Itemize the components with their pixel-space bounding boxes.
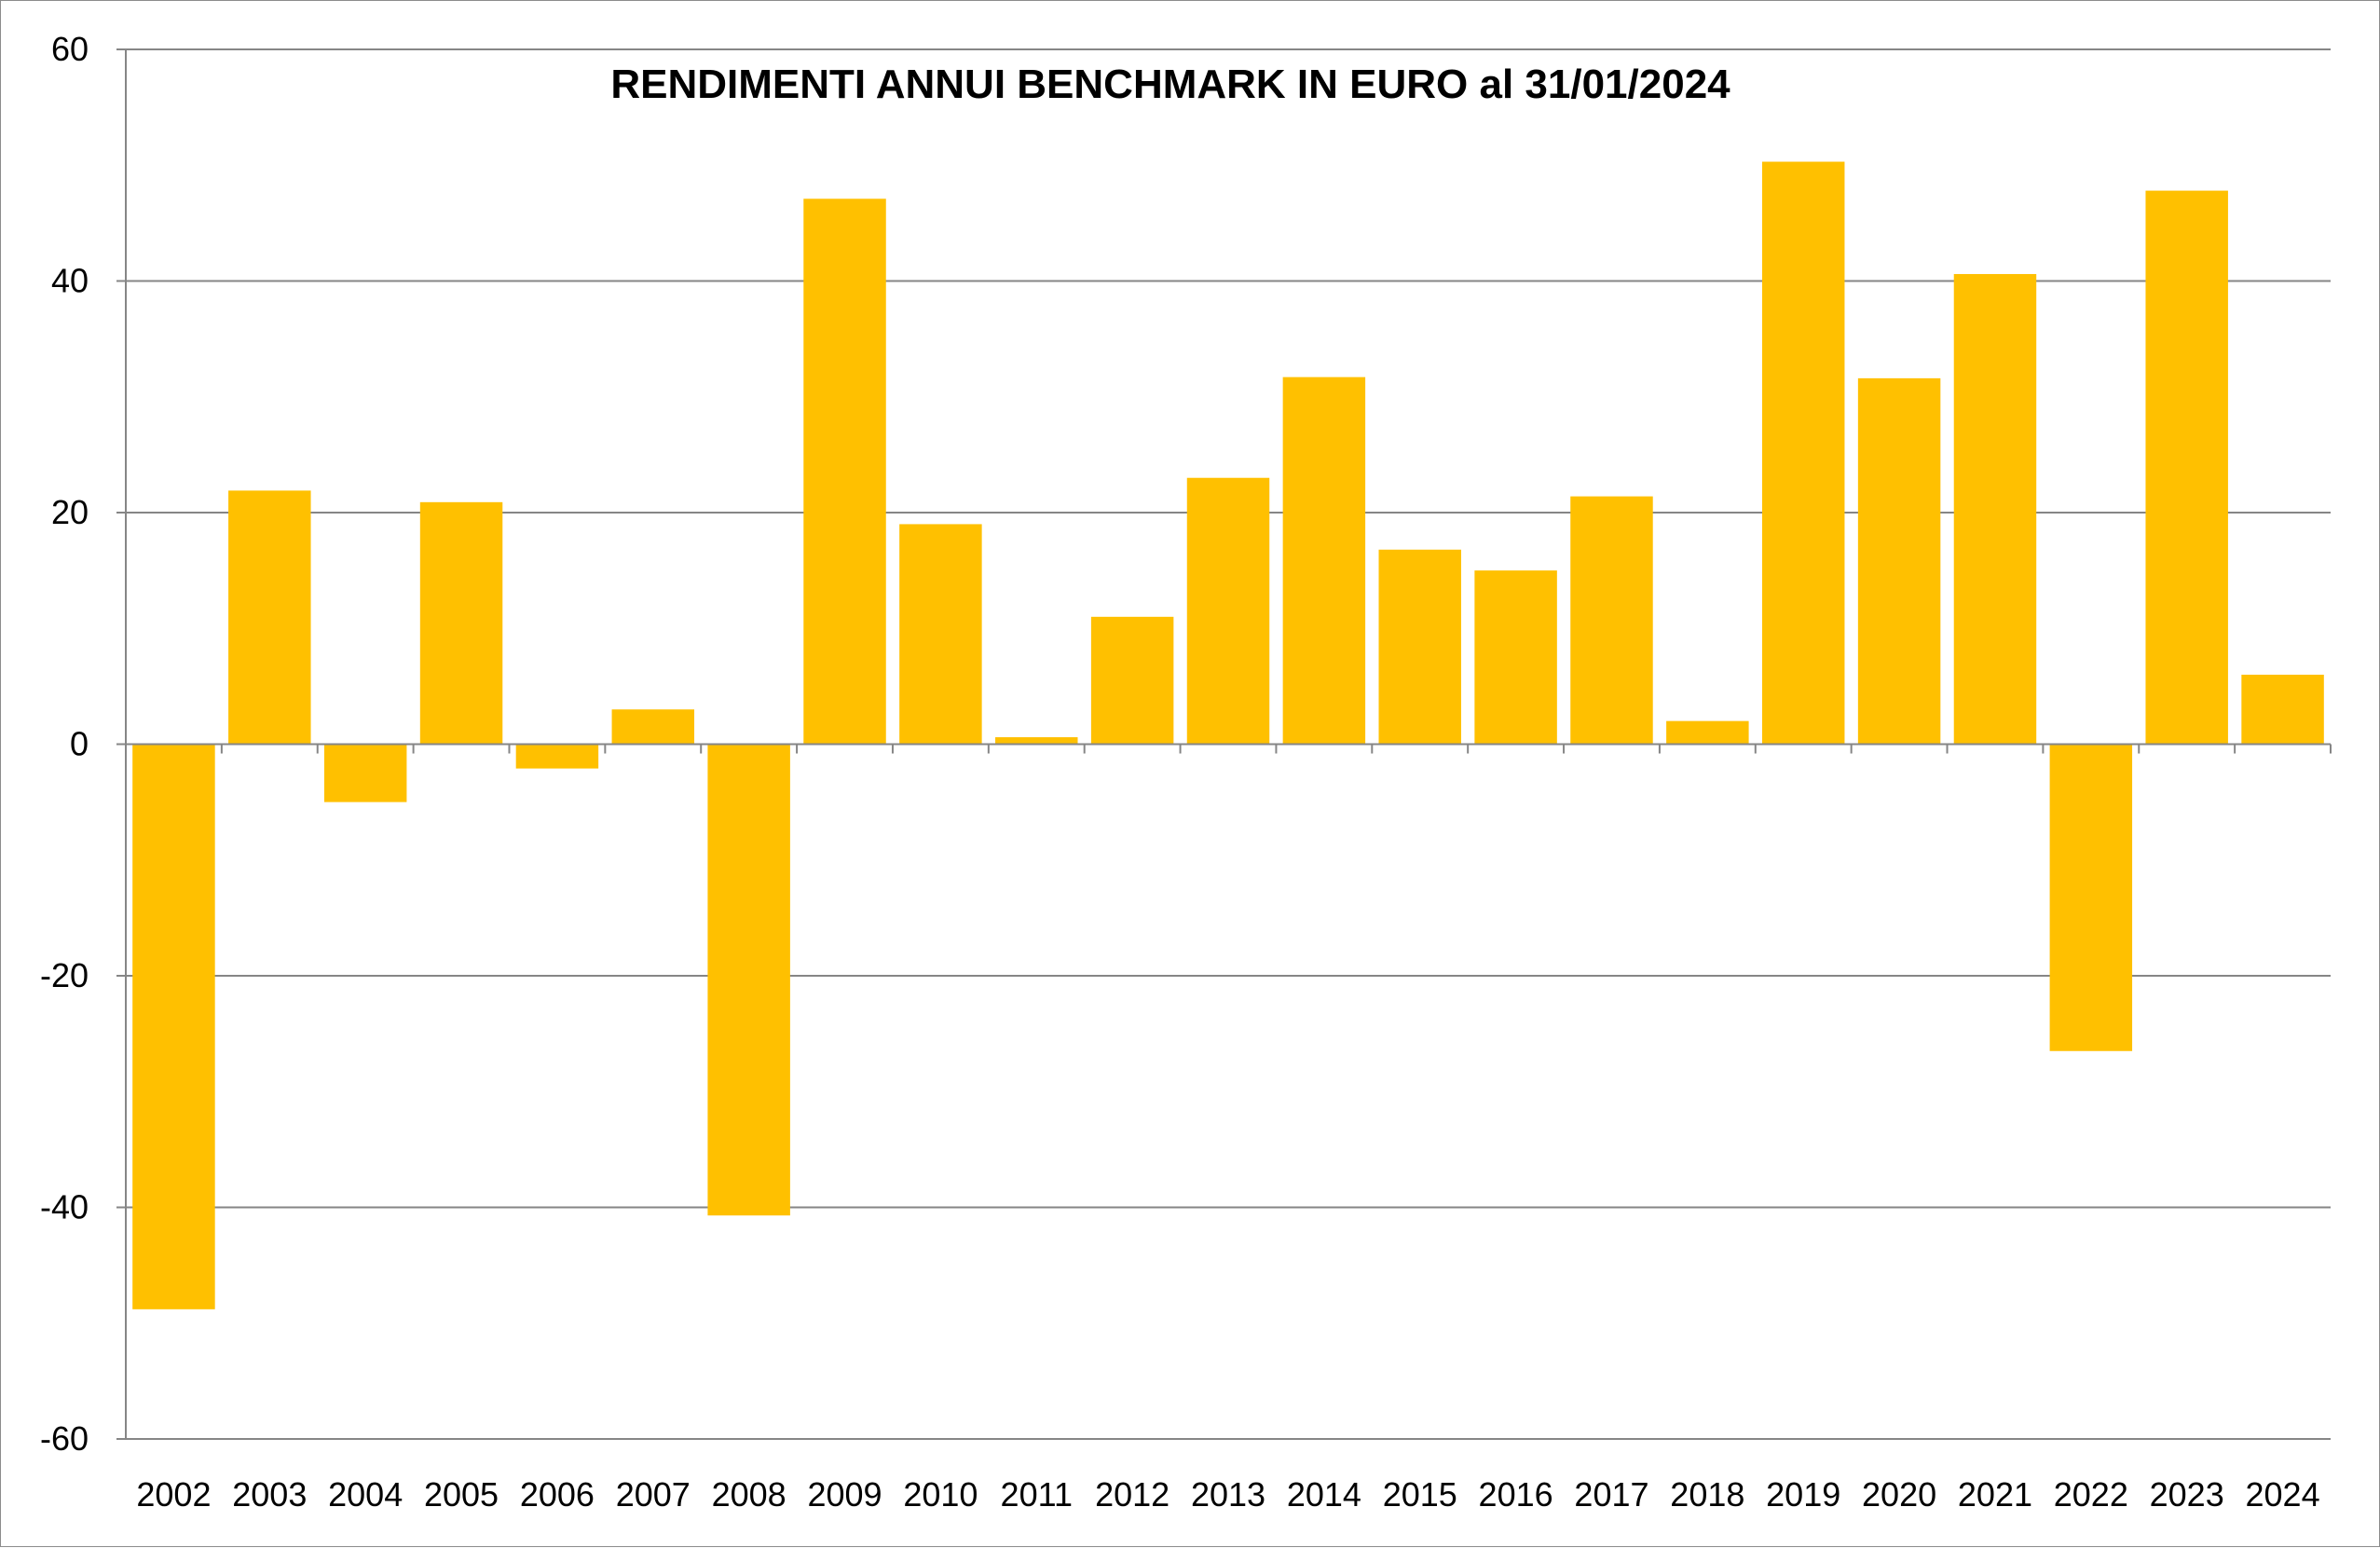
bar-2005 xyxy=(419,501,503,745)
y-tick-label: 40 xyxy=(51,262,89,300)
y-tick-label: -40 xyxy=(40,1188,89,1226)
bar-2017 xyxy=(1570,496,1653,745)
x-tick-label: 2024 xyxy=(2246,1475,2320,1514)
x-tick-label: 2021 xyxy=(1958,1475,2032,1514)
x-tick-label: 2015 xyxy=(1383,1475,1457,1514)
y-tick-label: 20 xyxy=(51,493,89,531)
x-tick-label: 2011 xyxy=(1001,1475,1073,1514)
x-tick-label: 2017 xyxy=(1574,1475,1648,1514)
bar-2006 xyxy=(515,744,599,769)
bar-2024 xyxy=(2241,674,2324,745)
bar-2016 xyxy=(1474,570,1557,745)
bar-2014 xyxy=(1282,377,1366,745)
y-tick-label: -60 xyxy=(40,1419,89,1458)
x-tick-label: 2019 xyxy=(1766,1475,1840,1514)
bars xyxy=(132,161,2324,1309)
x-tick-label: 2023 xyxy=(2150,1475,2224,1514)
axes xyxy=(125,49,2332,1439)
bar-2007 xyxy=(611,709,695,745)
bar-2019 xyxy=(1761,161,1845,745)
y-axis-tick-labels: 60 40 20 0 -20 -40 -60 xyxy=(40,30,89,1458)
x-tick-label: 2013 xyxy=(1191,1475,1265,1514)
x-tick-label: 2012 xyxy=(1095,1475,1169,1514)
x-tick-label: 2007 xyxy=(616,1475,691,1514)
x-tick-label: 2018 xyxy=(1670,1475,1744,1514)
bar-2008 xyxy=(707,744,790,1216)
x-tick-label: 2002 xyxy=(136,1475,211,1514)
bar-2010 xyxy=(899,524,982,745)
bar-2023 xyxy=(2145,190,2228,745)
chart-title: RENDIMENTI ANNUI BENCHMARK IN EURO al 31… xyxy=(610,62,1730,107)
bar-2011 xyxy=(995,737,1078,745)
x-tick-label: 2004 xyxy=(328,1475,403,1514)
bar-2021 xyxy=(1953,274,2037,745)
x-tick-label: 2022 xyxy=(2054,1475,2128,1514)
bar-2003 xyxy=(228,490,311,745)
bar-2020 xyxy=(1857,377,1941,745)
x-tick-label: 2005 xyxy=(424,1475,499,1514)
bar-2022 xyxy=(2049,744,2133,1051)
bar-2013 xyxy=(1186,477,1270,745)
bar-2009 xyxy=(803,199,886,745)
y-tick-label: 0 xyxy=(70,725,89,763)
y-tick-label: -20 xyxy=(40,956,89,994)
x-tick-label: 2014 xyxy=(1287,1475,1361,1514)
bar-2004 xyxy=(323,744,407,802)
bar-2015 xyxy=(1378,549,1461,745)
x-tick-label: 2020 xyxy=(1862,1475,1936,1514)
x-tick-label: 2016 xyxy=(1479,1475,1553,1514)
x-axis-tick-labels: 2002 2003 2004 2005 2006 2007 2008 2009 2010 2011… xyxy=(136,1475,2319,1514)
x-tick-label: 2003 xyxy=(232,1475,307,1514)
bar-2012 xyxy=(1090,616,1174,745)
bar-2018 xyxy=(1666,720,1749,745)
x-tick-label: 2010 xyxy=(903,1475,978,1514)
x-tick-label: 2008 xyxy=(712,1475,786,1514)
bar-2002 xyxy=(132,744,215,1309)
y-tick-label: 60 xyxy=(51,30,89,68)
x-tick-label: 2006 xyxy=(520,1475,595,1514)
x-tick-label: 2009 xyxy=(807,1475,882,1514)
